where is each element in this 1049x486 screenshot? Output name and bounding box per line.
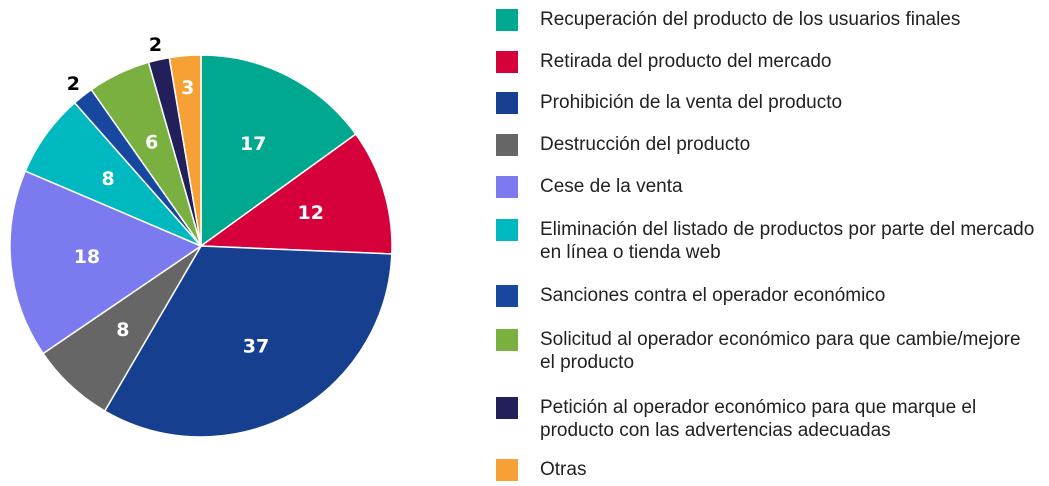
legend-swatch	[496, 176, 518, 198]
data-label: 12	[298, 202, 324, 224]
data-label: 17	[240, 133, 266, 155]
legend-label: Recuperación del producto de los usuario…	[540, 9, 961, 30]
data-label: 18	[74, 246, 100, 268]
data-label: 8	[101, 168, 114, 190]
legend-label: Otras	[540, 459, 587, 480]
legend-item: Destrucción del producto	[496, 133, 1049, 156]
legend-label: Retirada del producto del mercado	[540, 51, 832, 72]
legend-item: Eliminación del listado de productos por…	[496, 218, 1049, 264]
legend-label: Petición al operador económico para que …	[540, 397, 977, 441]
legend-label: Eliminación del listado de productos por…	[540, 219, 1035, 263]
legend-item: Retirada del producto del mercado	[496, 50, 1049, 73]
legend-item: Recuperación del producto de los usuario…	[496, 8, 1049, 31]
pie-slice	[168, 54, 202, 247]
data-label: 3	[181, 77, 194, 99]
data-label: 2	[67, 73, 80, 95]
data-label: 8	[116, 319, 129, 341]
pie-slice	[9, 170, 203, 355]
legend-swatch	[496, 9, 518, 31]
legend-item: Otras	[496, 458, 1049, 481]
legend-label: Sanciones contra el operador económico	[540, 285, 886, 306]
legend-swatch	[496, 92, 518, 114]
legend-label: Cese de la venta	[540, 176, 683, 197]
legend-item: Cese de la venta	[496, 175, 1049, 198]
legend-swatch	[496, 329, 518, 351]
legend-item: Solicitud al operador económico para que…	[496, 328, 1049, 374]
legend-swatch	[496, 134, 518, 156]
legend-label: Solicitud al operador económico para que…	[540, 329, 1021, 373]
legend-label: Destrucción del producto	[540, 134, 751, 155]
legend-swatch	[496, 397, 518, 419]
legend-swatch	[496, 459, 518, 481]
legend-item: Sanciones contra el operador económico	[496, 284, 1049, 307]
legend-item: Petición al operador económico para que …	[496, 396, 1049, 442]
legend-swatch	[496, 285, 518, 307]
legend-swatch	[496, 51, 518, 73]
pie-slice	[198, 133, 393, 255]
data-label: 6	[145, 132, 158, 154]
data-label: 37	[243, 336, 269, 358]
legend-item: Prohibición de la venta del producto	[496, 91, 1049, 114]
pie-slice	[200, 54, 357, 248]
legend-swatch	[496, 219, 518, 241]
legend-label: Prohibición de la venta del producto	[540, 92, 843, 113]
pie-slice	[103, 245, 393, 438]
data-label: 2	[149, 34, 162, 56]
